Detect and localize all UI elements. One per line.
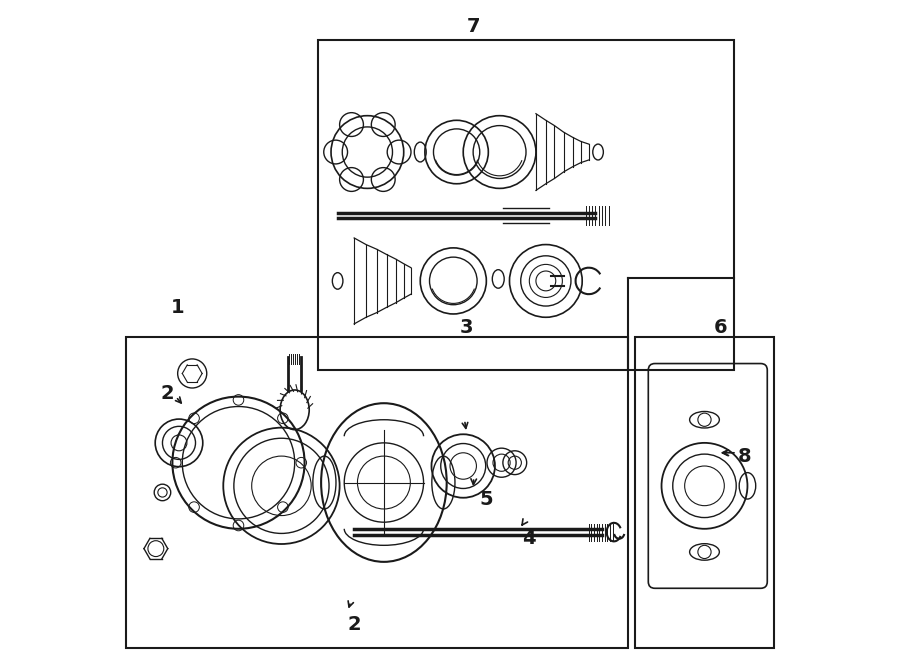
Text: 6: 6 (715, 318, 728, 336)
Text: 5: 5 (480, 490, 493, 508)
Bar (318, 40, 734, 370)
Bar (126, 337, 628, 648)
Text: 7: 7 (466, 17, 480, 36)
Text: 8: 8 (737, 447, 751, 465)
Text: 2: 2 (160, 384, 174, 403)
Text: 1: 1 (171, 298, 184, 317)
Text: 3: 3 (460, 318, 473, 336)
Text: 2: 2 (347, 615, 361, 634)
Text: 4: 4 (523, 529, 536, 548)
Bar (635, 337, 774, 648)
